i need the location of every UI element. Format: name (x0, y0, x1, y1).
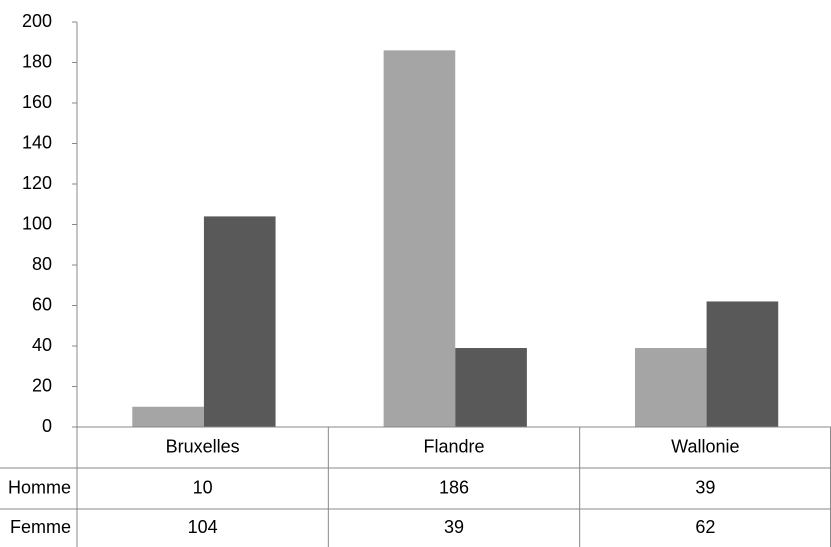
bar (203, 216, 276, 427)
bar (706, 301, 779, 427)
x-tick-label: Flandre (423, 436, 484, 456)
y-tick-label: 20 (32, 375, 52, 395)
table-cell: 186 (439, 477, 469, 497)
y-tick-label: 160 (22, 92, 52, 112)
y-tick-label: 120 (22, 173, 52, 193)
table-cell: 39 (444, 517, 464, 537)
y-tick-label: 0 (42, 416, 52, 436)
x-tick-label: Wallonie (671, 436, 739, 456)
x-tick-label: Bruxelles (166, 436, 240, 456)
bar (634, 348, 707, 427)
legend-label: Homme (8, 477, 71, 497)
table-cell: 10 (193, 477, 213, 497)
bar (132, 406, 204, 427)
y-tick-label: 100 (22, 213, 52, 233)
y-tick-label: 60 (32, 294, 52, 314)
table-cell: 62 (695, 517, 715, 537)
y-tick-label: 180 (22, 51, 52, 71)
y-tick-label: 80 (32, 254, 52, 274)
bar (455, 348, 527, 427)
y-tick-label: 40 (32, 335, 52, 355)
table-cell: 39 (695, 477, 715, 497)
bar (383, 50, 456, 427)
table-cell: 104 (188, 517, 218, 537)
legend-label: Femme (10, 517, 71, 537)
y-tick-label: 200 (22, 11, 52, 31)
y-tick-label: 140 (22, 132, 52, 152)
